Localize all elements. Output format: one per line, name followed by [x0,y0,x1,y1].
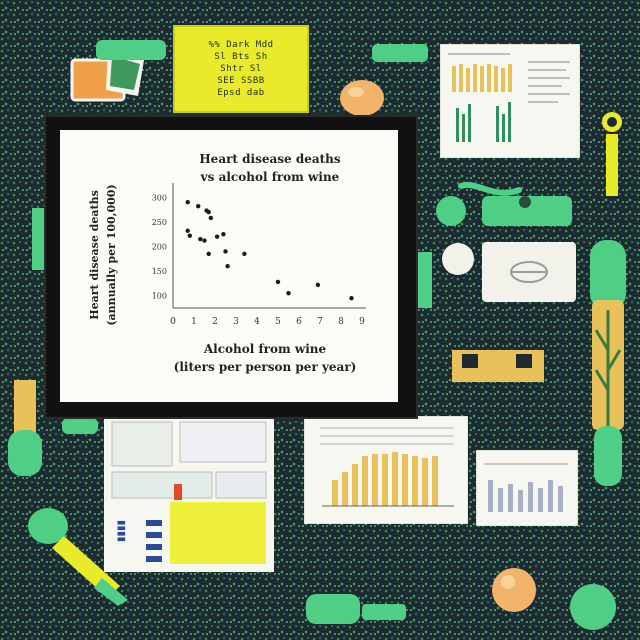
y-tick-label: 300 [152,193,167,202]
scatter-point [185,200,190,205]
chart-title-line-1: Heart disease deaths [199,152,341,166]
scatter-point [286,291,291,296]
marker-icon [28,508,128,606]
yellow-pencil-icon [8,380,42,476]
mint-bead-icon [436,196,466,226]
scatter-point [208,215,213,221]
x-tick-label: 9 [359,317,365,327]
scatter-point [225,263,230,269]
svg-text:▮▮▮▮: ▮▮▮▮ [116,520,127,542]
eraser-icon [372,44,428,62]
x-tick-label: 2 [212,317,218,327]
gold-bar-chart-document [304,416,468,524]
brush-icon [590,240,626,486]
scatter-point [275,279,281,285]
chart-title-line-2: vs alcohol from wine [200,170,340,184]
x-tick-label: 5 [275,317,281,327]
x-axis-label-line-2: (liters per person per year) [173,360,357,374]
mint-block-small-icon [362,604,406,620]
scatter-point [221,232,226,237]
x-tick-label: 0 [170,317,176,327]
sticky-note-line-3: Shtr Sl [220,64,262,74]
scatter-point [198,236,203,242]
scatter-point [223,249,228,254]
mint-strip-icon [32,208,46,270]
peach-ball-icon [492,568,536,612]
scatter-plot: 0 1 2 3 4 5 6 7 8 9 300 250 200 150 100 [152,183,366,327]
y-tick-label: 150 [152,267,167,276]
mint-round-icon [570,584,616,630]
peach-blob-icon [340,80,384,116]
x-tick-label: 1 [191,317,197,327]
binder-clip-icon [452,350,544,382]
y-tick-label: 200 [152,243,167,252]
pencil-icon [602,112,622,196]
dashboard-document: ▮▮▮▮ [104,414,274,572]
sticky-note-line-1: %% Dark Mdd [208,40,274,50]
scatter-point [206,251,211,257]
mint-pill-left-icon [62,418,98,434]
x-tick-label: 4 [254,317,260,327]
x-tick-label: 6 [296,317,302,327]
white-card-icon [482,242,576,302]
y-tick-label: 100 [152,292,167,301]
sharpener-icon [70,50,144,102]
sticky-note-line-2: Sl Bts Sh [214,52,268,62]
sticky-note-line-5: Epsd dab [217,88,265,98]
paper-clip-icon [458,181,531,208]
x-tick-label: 8 [338,317,344,327]
grey-bar-chart-document [476,450,578,526]
scatter-point [349,295,354,301]
sticky-note-line-4: SEE SSBB [217,76,265,86]
chart-panel: Heart disease deaths vs alcohol from win… [60,130,398,402]
scatter-point [202,238,207,243]
bar-chart-report [440,44,580,158]
scatter-point [196,203,201,209]
scatter-point [242,251,247,257]
scatter-point [315,282,321,288]
mint-eraser-icon [96,40,166,60]
scatter-point [206,209,211,215]
scatter-point [187,233,192,238]
sticky-note: %% Dark Mdd Sl Bts Sh Shtr Sl SEE SSBB E… [175,27,307,111]
x-axis-label-line-1: Alcohol from wine [203,342,327,356]
x-tick-label: 7 [317,317,323,327]
scatter-point [214,234,220,239]
x-tick-label: 3 [233,317,239,327]
mint-block-icon [306,594,360,624]
white-blob-icon [442,243,474,275]
scatter-point [185,228,190,233]
y-tick-label: 250 [152,218,167,227]
